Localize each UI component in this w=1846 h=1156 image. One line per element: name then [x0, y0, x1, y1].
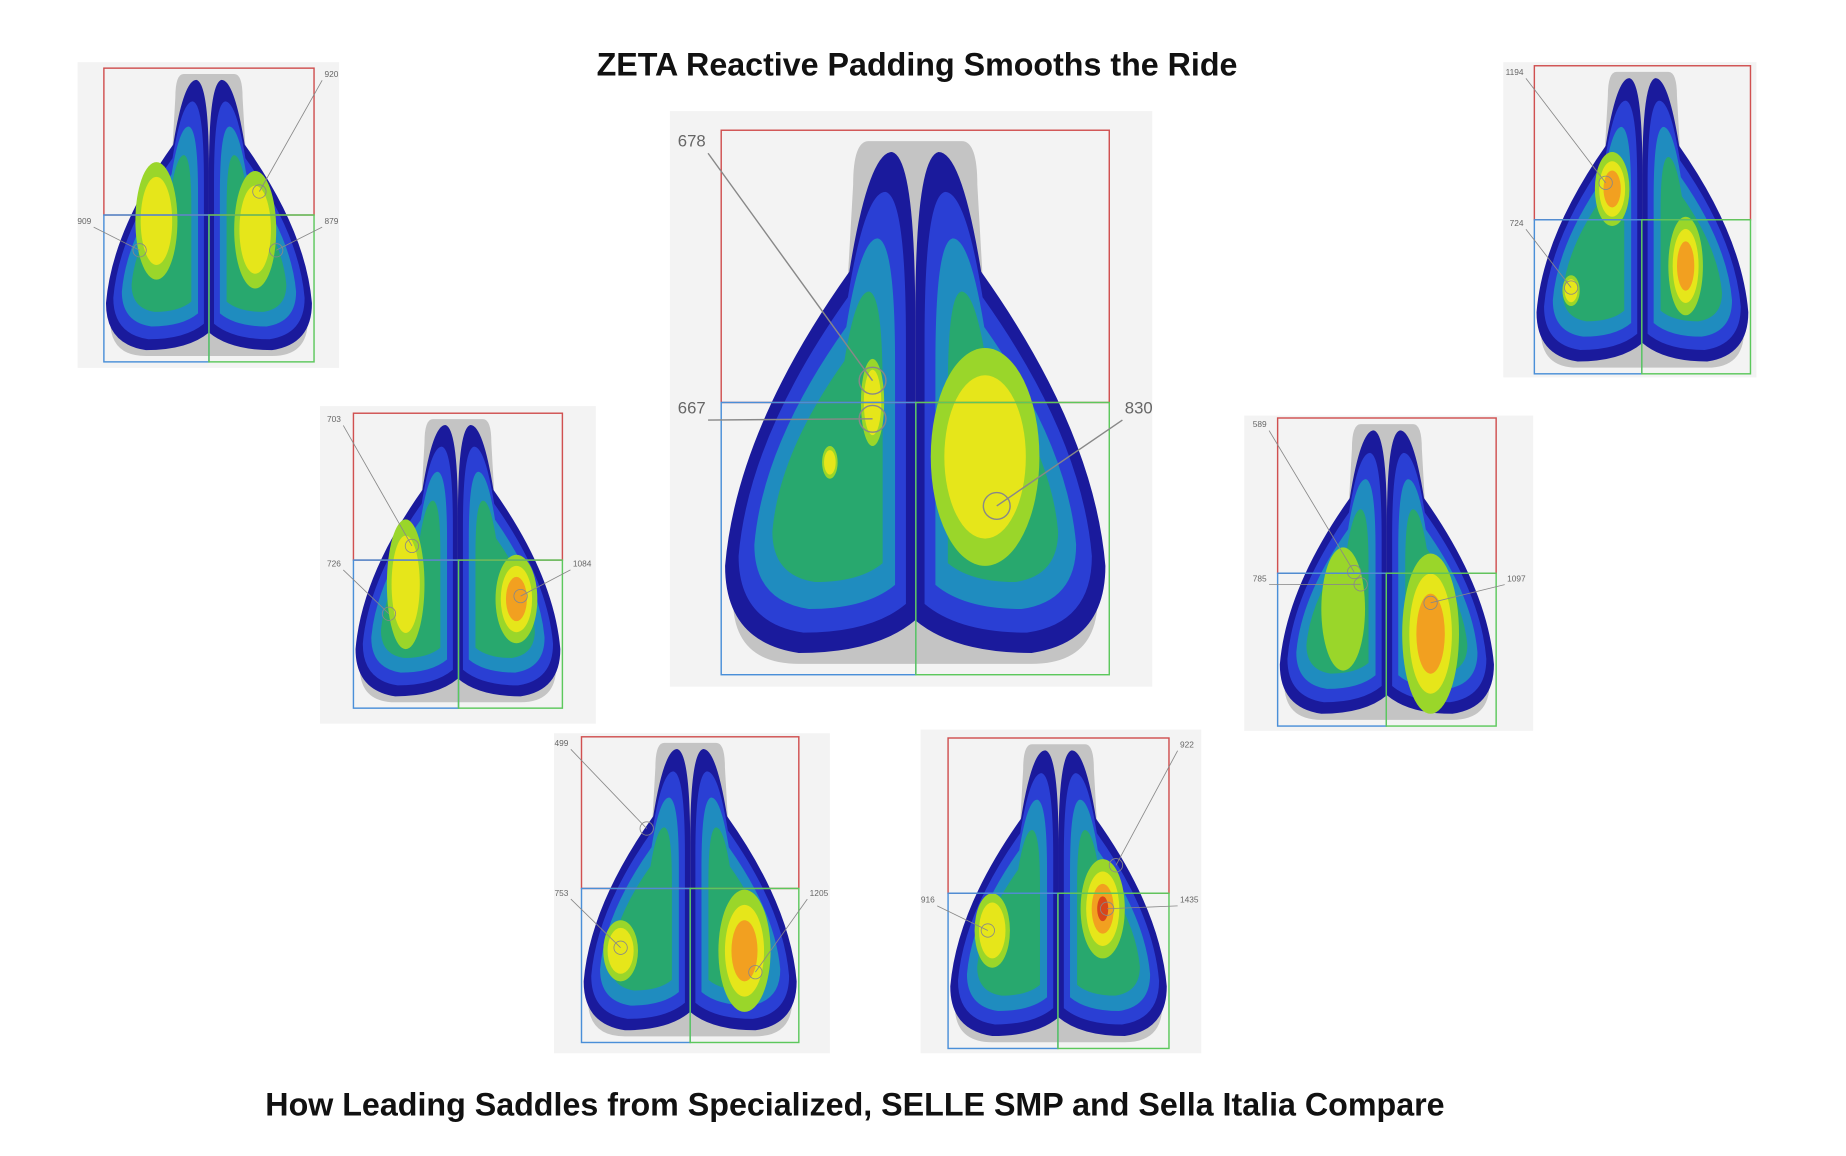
pressure-label: 499 — [555, 738, 569, 748]
hot-spot — [607, 927, 634, 974]
saddle-panel: 499 753 1205 — [554, 733, 830, 1054]
pressure-label: 916 — [921, 895, 935, 905]
pressure-label: 1097 — [1507, 573, 1526, 583]
probe-circle — [748, 965, 763, 980]
probe-circle — [1353, 577, 1368, 592]
pressure-label: 1194 — [1506, 67, 1524, 77]
hot-spot — [944, 375, 1026, 539]
pressure-label: 678 — [678, 132, 706, 151]
saddle-panel: 589 785 1097 — [1244, 415, 1534, 731]
probe-circle — [1100, 901, 1115, 916]
probe-circle — [1563, 280, 1579, 295]
pressure-label: 667 — [678, 398, 706, 417]
pressure-label: 830 — [1125, 398, 1153, 417]
pressure-label: 589 — [1253, 419, 1267, 429]
probe-circle — [639, 821, 654, 836]
probe-circle — [980, 923, 995, 938]
hot-spot — [140, 176, 173, 265]
pressure-label: 1435 — [1180, 895, 1199, 905]
probe-circle — [858, 404, 887, 433]
probe-circle — [1108, 858, 1124, 873]
pressure-label: 726 — [327, 559, 341, 569]
hot-spot — [239, 185, 271, 274]
hot-spot — [731, 920, 758, 982]
leader-line — [1268, 430, 1355, 573]
leader-line — [708, 418, 873, 421]
leader-line — [570, 898, 621, 949]
title: ZETA Reactive Padding Smooths the Ride — [597, 46, 1238, 82]
leader-line — [520, 569, 571, 597]
probe-circle — [513, 588, 528, 604]
probe-circle — [858, 366, 887, 395]
hot-spot — [1321, 547, 1366, 671]
pressure-label: 785 — [1253, 573, 1267, 583]
saddle-panel: 920 909 879 — [77, 62, 340, 368]
leader-line — [342, 569, 390, 615]
leader-line — [259, 80, 323, 192]
zone-right — [689, 887, 800, 1044]
saddle-panel: 1194 724 — [1503, 62, 1757, 378]
saddle-panel: 922 916 1435 — [920, 729, 1202, 1054]
pressure-label: 1205 — [810, 888, 829, 898]
leader-line — [937, 905, 989, 931]
subtitle: How Leading Saddles from Specialized, SE… — [265, 1086, 1444, 1122]
hot-spot — [824, 450, 836, 475]
leader-line — [707, 152, 874, 382]
hot-spot — [1097, 896, 1109, 922]
pressure-label: 724 — [1510, 218, 1524, 228]
hot-spot — [1416, 593, 1445, 674]
leader-line — [1525, 229, 1572, 288]
probe-circle — [132, 243, 147, 258]
zone-right — [1385, 572, 1497, 727]
leader-line — [570, 749, 647, 829]
pressure-label: 703 — [327, 414, 341, 424]
hot-spot — [391, 535, 420, 633]
pressure-label: 879 — [325, 216, 339, 226]
probe-circle — [252, 184, 267, 199]
pressure-label: 920 — [325, 69, 339, 79]
hot-spot — [1564, 279, 1578, 303]
hot-spot — [1676, 241, 1695, 291]
pressure-label: 753 — [555, 888, 569, 898]
probe-circle — [1423, 595, 1438, 610]
leader-line — [1115, 750, 1178, 866]
probe-circle — [1347, 564, 1362, 580]
hot-spot — [979, 902, 1006, 959]
zone-right — [1057, 892, 1170, 1050]
hot-spot — [1603, 170, 1621, 208]
pressure-zone — [772, 291, 883, 583]
leader-line — [276, 226, 323, 251]
pressure-map — [1279, 424, 1494, 720]
probe-circle — [269, 243, 284, 258]
zone-right — [1641, 219, 1752, 375]
saddle-panel: 703 726 1084 — [320, 406, 596, 724]
pressure-label: 922 — [1180, 739, 1194, 749]
probe-circle — [982, 491, 1011, 521]
hot-spot — [505, 576, 527, 622]
probe-circle — [381, 606, 397, 621]
probe-circle — [613, 940, 628, 955]
leader-line — [1107, 905, 1178, 910]
leader-line — [1430, 584, 1505, 604]
saddle-panel: 678 667 830 — [669, 111, 1153, 687]
pressure-label: 1084 — [573, 559, 592, 569]
probe-circle — [1598, 175, 1613, 190]
zone-right — [915, 401, 1110, 676]
leader-line — [342, 425, 413, 547]
zone-right — [208, 214, 315, 363]
zone-right — [457, 559, 564, 709]
probe-circle — [404, 538, 420, 554]
leader-line — [755, 898, 808, 973]
leader-line — [1525, 78, 1607, 184]
pressure-label: 909 — [77, 216, 91, 226]
leader-line — [93, 226, 140, 251]
leader-line — [996, 419, 1123, 507]
